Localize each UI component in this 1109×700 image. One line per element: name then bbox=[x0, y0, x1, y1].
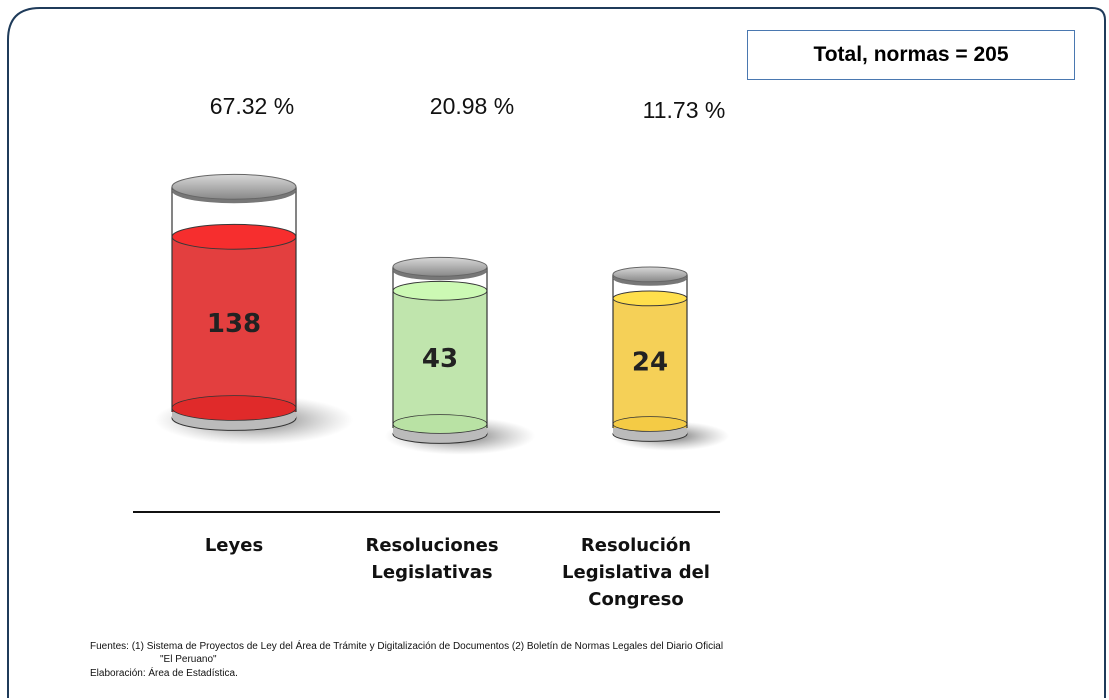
value-label: 43 bbox=[422, 344, 458, 374]
category-label: Resolución Legislativa del Congreso bbox=[562, 535, 710, 610]
cap bbox=[612, 266, 688, 283]
bar bbox=[172, 236, 296, 412]
bar-bottom bbox=[392, 414, 488, 434]
category-label: Leyes bbox=[204, 535, 264, 556]
value-label: 24 bbox=[632, 348, 668, 378]
bar-bottom bbox=[171, 395, 297, 421]
bar-top bbox=[171, 223, 297, 250]
bar bbox=[613, 298, 687, 428]
footnote: "El Peruano" bbox=[160, 654, 217, 665]
value-label: 138 bbox=[207, 309, 261, 339]
cap bbox=[171, 173, 297, 200]
glass bbox=[392, 266, 488, 428]
total-box: Total, normas = 205 bbox=[747, 30, 1075, 80]
glass bbox=[612, 274, 688, 428]
frame bbox=[7, 7, 1106, 698]
bar-top bbox=[392, 280, 488, 301]
percentage-label: 20.98 % bbox=[430, 93, 514, 119]
glass bbox=[171, 186, 297, 412]
bar-bottom bbox=[612, 416, 688, 432]
footnote: Elaboración: Área de Estadística. bbox=[90, 668, 238, 679]
percentage-label: 67.32 % bbox=[210, 93, 294, 119]
bar bbox=[393, 290, 487, 428]
percentage-label: 11.73 % bbox=[643, 97, 726, 123]
cap bbox=[392, 256, 488, 277]
category-label: Resoluciones Legislativas bbox=[365, 535, 499, 583]
footnote: Fuentes: (1) Sistema de Proyectos de Ley… bbox=[90, 641, 724, 652]
bar-top bbox=[612, 290, 688, 307]
